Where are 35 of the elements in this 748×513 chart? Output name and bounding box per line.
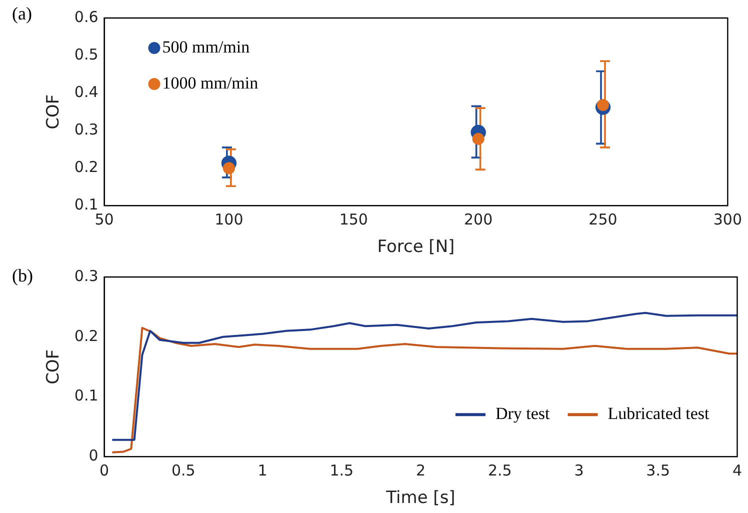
x-axis-title: Force [N]	[377, 237, 455, 258]
y-tick-label: 0	[88, 446, 98, 464]
x-tick-label: 300	[713, 210, 742, 228]
x-tick-label: 100	[214, 210, 244, 228]
legend-label: Lubricated test	[608, 404, 710, 424]
y-axis-title: COF	[44, 94, 64, 130]
x-tick-label: 3	[574, 461, 584, 480]
y-tick-label: 0.3	[74, 120, 98, 138]
legend-label: 500 mm/min	[162, 37, 250, 56]
point	[222, 162, 235, 174]
y-tick-label: 0.3	[74, 266, 98, 285]
x-tick-label: 2.5	[488, 461, 512, 480]
y-tick-label: 0.1	[74, 386, 98, 405]
x-tick-label: 2	[416, 461, 426, 480]
x-tick-label: 250	[588, 210, 618, 228]
x-tick-label: 3.5	[646, 461, 670, 480]
y-tick-label: 0.2	[74, 158, 98, 176]
y-tick-label: 0.4	[74, 82, 98, 101]
x-tick-label: 150	[339, 210, 368, 228]
text: (a)	[12, 4, 32, 24]
y-tick-label: 0.6	[74, 8, 98, 26]
legend-label: Dry test	[495, 404, 550, 424]
x-tick-label: 200	[464, 210, 493, 228]
x-tick-label: 1.5	[330, 461, 354, 480]
legend-label: 1000 mm/min	[162, 73, 259, 92]
x-axis-title: Time [s]	[385, 488, 456, 508]
y-tick-label: 0.5	[74, 45, 98, 64]
point	[597, 99, 609, 112]
point	[472, 132, 484, 145]
x-tick-label: 0.5	[171, 461, 196, 480]
text: (b)	[12, 266, 33, 286]
x-tick-label: 1	[258, 461, 268, 480]
y-axis-title: COF	[44, 349, 64, 384]
y-tick-label: 0.2	[74, 326, 98, 345]
x-tick-label: 4	[732, 461, 742, 480]
